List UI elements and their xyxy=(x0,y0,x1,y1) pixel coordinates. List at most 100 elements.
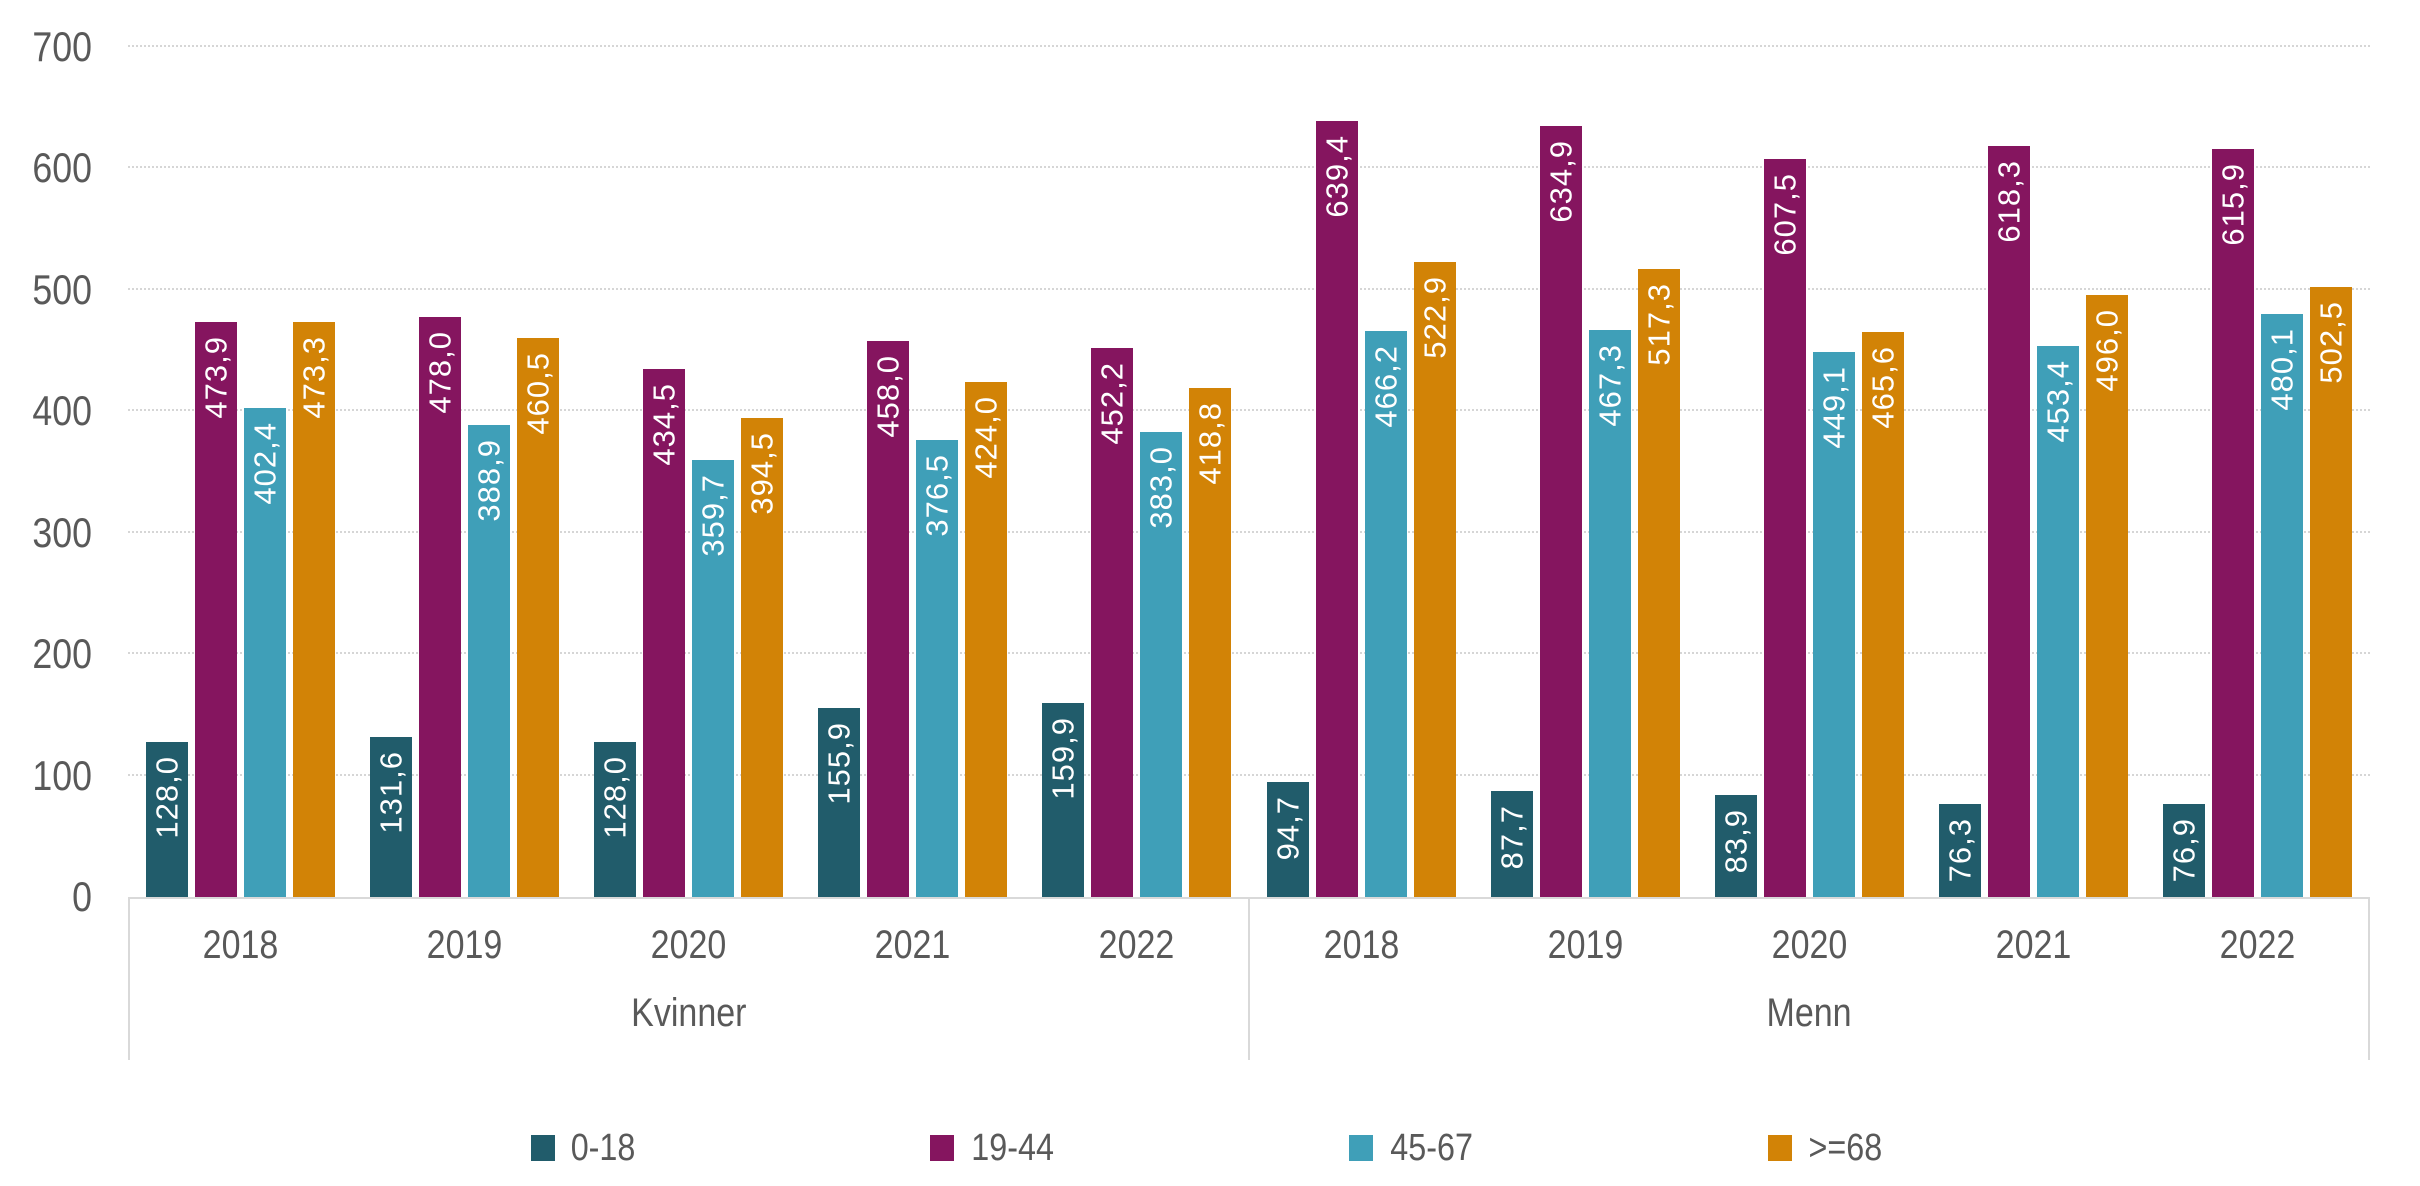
group-label-menn: Menn xyxy=(1249,991,2370,1060)
bar: 466,2 xyxy=(1364,330,1407,897)
y-axis: 0 100 200 300 400 500 600 700 xyxy=(0,26,100,918)
legend-item-1944: 19-44 xyxy=(929,1127,1061,1169)
legend-item-018: 0-18 xyxy=(531,1129,641,1167)
bar-value-label: 522,9 xyxy=(1417,276,1453,359)
bar-value-label: 394,5 xyxy=(744,431,780,515)
year-label-text: 2022 xyxy=(1099,922,1175,967)
bar: 131,6 xyxy=(369,737,412,897)
bar-value-label: 388,9 xyxy=(471,438,507,522)
bar: 402,4 xyxy=(243,408,286,897)
bar-value-label: 453,4 xyxy=(2040,360,2076,444)
bar-value-label: 424,0 xyxy=(968,396,1004,479)
bar: 522,9 xyxy=(1413,262,1456,897)
bar: 452,2 xyxy=(1091,347,1134,897)
bar: 388,9 xyxy=(467,424,510,897)
group-kvinner: 128,0 473,9 402,4 473,3 131,6 478,0 388,9 460,5… xyxy=(128,47,1249,897)
bar-cluster-kvinner-2018: 128,0 473,9 402,4 473,3 xyxy=(128,47,352,897)
legend-label: 0-18 xyxy=(571,1127,636,1169)
gridline xyxy=(128,45,2370,47)
bar-cluster-menn-2020: 83,9 607,5 449,1 465,6 xyxy=(1697,47,1921,897)
bar: 480,1 xyxy=(2261,314,2304,897)
bar: 473,3 xyxy=(292,322,335,897)
bar-value-label: 458,0 xyxy=(870,354,906,438)
x-axis-right-border xyxy=(2368,899,2370,1060)
legend-item-4567: 45-67 xyxy=(1348,1127,1480,1169)
gridline xyxy=(128,409,2370,412)
bar-cluster-kvinner-2020: 128,0 434,5 359,7 394,5 xyxy=(576,47,800,897)
bar: 94,7 xyxy=(1266,782,1309,897)
year-label: 2022 xyxy=(2146,899,2370,991)
bar: 473,9 xyxy=(194,321,237,897)
bar-value-label: 467,3 xyxy=(1592,343,1628,427)
gridline xyxy=(128,773,2370,776)
legend-label: 45-67 xyxy=(1389,1127,1473,1169)
bar-value-label: 402,4 xyxy=(247,422,283,505)
y-tick-label: 400 xyxy=(32,387,92,435)
bar-value-label: 359,7 xyxy=(695,474,731,557)
bar-value-label: 615,9 xyxy=(2215,163,2251,246)
bar-value-label: 607,5 xyxy=(1767,173,1803,256)
y-tick-label: 500 xyxy=(32,265,92,313)
bar: 128,0 xyxy=(594,741,636,897)
year-label-text: 2018 xyxy=(202,922,278,967)
bar-value-label: 383,0 xyxy=(1143,445,1179,529)
bar: 394,5 xyxy=(741,417,783,897)
year-label-text: 2020 xyxy=(1771,922,1848,967)
legend-swatch xyxy=(1767,1135,1792,1161)
bar-cluster-kvinner-2021: 155,9 458,0 376,5 424,0 xyxy=(801,47,1025,897)
bar-value-label: 128,0 xyxy=(149,755,185,839)
year-label-text: 2021 xyxy=(1995,922,2072,967)
year-label: 2019 xyxy=(352,899,576,991)
year-labels-menn: 2018 2019 2020 2021 2022 xyxy=(1249,899,2370,991)
bar: 460,5 xyxy=(516,337,559,897)
y-tick-label: 200 xyxy=(32,630,92,678)
year-label-text: 2022 xyxy=(2220,922,2296,967)
bar: 434,5 xyxy=(643,369,685,897)
bar-value-label: 478,0 xyxy=(422,330,458,414)
group-label-text: Kvinner xyxy=(630,991,747,1035)
bar-value-label: 502,5 xyxy=(2313,300,2349,384)
bar: 383,0 xyxy=(1140,431,1183,897)
bar: 496,0 xyxy=(2086,294,2129,897)
year-label-text: 2019 xyxy=(1547,922,1624,967)
bar: 76,9 xyxy=(2163,803,2206,897)
bar-cluster-menn-2019: 87,7 634,9 467,3 517,3 xyxy=(1473,47,1697,897)
bar-value-label: 76,3 xyxy=(1942,818,1978,883)
bar: 467,3 xyxy=(1588,329,1631,897)
bar-value-label: 449,1 xyxy=(1816,365,1852,449)
bar-value-label: 618,3 xyxy=(1991,160,2027,243)
bar-value-label: 83,9 xyxy=(1718,809,1754,874)
bar-value-label: 76,9 xyxy=(2166,817,2202,882)
year-label: 2018 xyxy=(1249,899,1473,991)
bar-value-label: 155,9 xyxy=(821,721,857,805)
bars-layer: 128,0 473,9 402,4 473,3 131,6 478,0 388,9 460,5… xyxy=(128,47,2370,897)
bar: 159,9 xyxy=(1042,702,1085,897)
year-labels-kvinner: 2018 2019 2020 2021 2022 xyxy=(128,899,1249,991)
bar-value-label: 465,6 xyxy=(1865,345,1901,429)
bar: 517,3 xyxy=(1637,268,1680,897)
bar: 607,5 xyxy=(1764,159,1806,897)
bar-cluster-kvinner-2022: 159,9 452,2 383,0 418,8 xyxy=(1025,47,1249,897)
bar: 615,9 xyxy=(2212,149,2255,897)
legend-label: 19-44 xyxy=(970,1127,1054,1169)
bar: 458,0 xyxy=(867,340,910,897)
year-label-text: 2018 xyxy=(1323,922,1399,967)
legend-swatch xyxy=(531,1135,556,1161)
bar-cluster-kvinner-2019: 131,6 478,0 388,9 460,5 xyxy=(352,47,576,897)
bar: 449,1 xyxy=(1813,351,1855,897)
legend-swatch xyxy=(929,1135,954,1161)
bar-value-label: 131,6 xyxy=(373,751,409,834)
bar-value-label: 460,5 xyxy=(520,351,556,435)
year-label: 2020 xyxy=(1697,899,1921,991)
bar-value-label: 159,9 xyxy=(1045,716,1081,800)
bar-value-label: 517,3 xyxy=(1641,282,1677,366)
bar: 478,0 xyxy=(418,316,461,897)
bar-value-label: 466,2 xyxy=(1368,344,1404,428)
bar-value-label: 452,2 xyxy=(1094,361,1130,445)
year-label: 2019 xyxy=(1473,899,1697,991)
bar-value-label: 87,7 xyxy=(1494,804,1530,869)
bar-value-label: 434,5 xyxy=(646,383,682,466)
y-tick-label: 300 xyxy=(32,508,92,556)
group-labels-row: Kvinner Menn xyxy=(128,991,2370,1060)
